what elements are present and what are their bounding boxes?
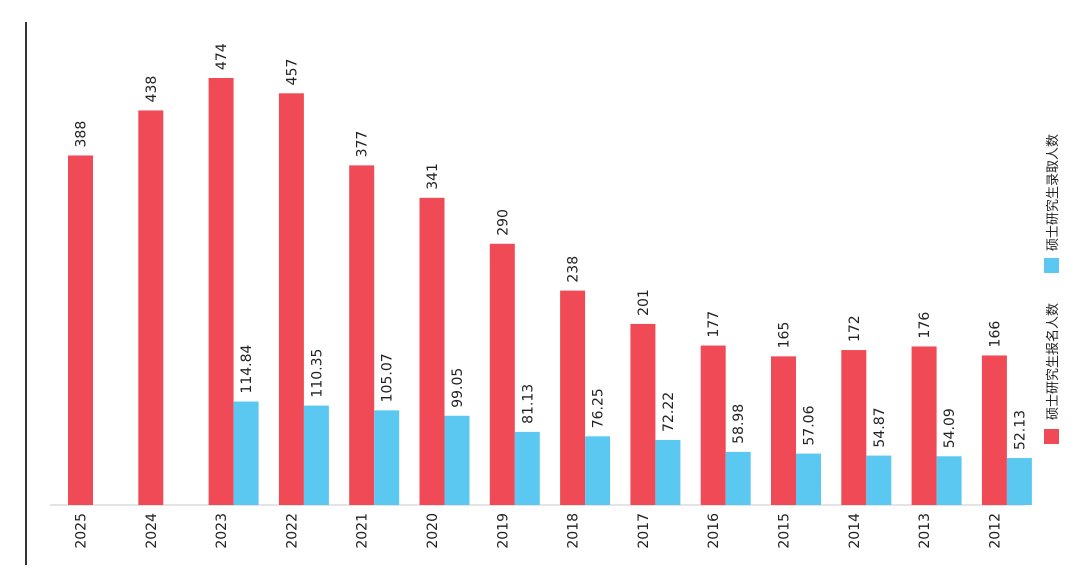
category-tick-2021: 2021 [355,513,371,549]
legend: 硕士研究生报名人数 硕士研究生录取人数 [1044,134,1061,444]
data-label-s0-2017: 201 [636,289,652,316]
data-label-s0-2018: 238 [566,256,582,283]
data-label-s0-2024: 438 [144,76,160,103]
data-label-s1-2014: 54.87 [872,407,888,447]
data-label-s0-2012: 166 [987,321,1003,348]
data-label-s1-2019: 81.13 [520,384,536,424]
category-tick-2012: 2012 [987,513,1003,549]
bar-s1-2018 [585,436,611,505]
legend-swatch-0 [1044,429,1059,444]
bar-s1-2015 [796,453,821,505]
data-label-s1-2016: 58.98 [731,404,747,444]
data-label-s0-2019: 290 [495,209,511,236]
category-tick-2015: 2015 [777,513,793,549]
bar-s0-2016 [700,345,726,505]
data-label-s0-2015: 165 [777,322,793,349]
category-tick-2013: 2013 [917,513,933,549]
data-label-s1-2022: 110.35 [309,349,325,398]
category-tick-2018: 2018 [566,513,582,549]
data-label-s0-2014: 172 [847,315,863,342]
bar-s1-2023 [233,401,259,505]
bar-s1-2020 [444,415,470,505]
data-label-s1-2012: 52.13 [1012,410,1028,450]
bar-s1-2021 [374,410,400,505]
bar-s1-2017 [655,439,681,505]
data-label-s0-2021: 377 [355,131,371,158]
data-label-s1-2018: 76.25 [591,388,607,428]
bar-s0-2015 [771,356,796,505]
data-label-s0-2020: 341 [425,163,441,190]
category-tick-2019: 2019 [495,513,511,549]
bar-s0-2018 [560,290,586,505]
bar-s1-2014 [866,455,892,505]
bar-s0-2014 [841,350,867,505]
legend-label-0: 硕士研究生报名人数 [1045,303,1061,420]
bar-s1-2016 [725,451,751,505]
bar-s1-2013 [936,456,962,505]
category-tick-2024: 2024 [144,513,160,549]
bar-s0-2012 [981,355,1007,505]
data-label-s0-2013: 176 [917,312,933,339]
data-label-s0-2025: 388 [74,121,90,148]
bar-s0-2021 [349,165,375,506]
data-label-s1-2021: 105.07 [380,353,396,402]
data-label-s1-2017: 72.22 [661,392,677,432]
bar-s0-2023 [208,78,234,505]
chart-marks: 388 2025 438 2024 474 114.84 2023 457 110.35 2022… [68,43,1032,549]
bar-s0-2019 [489,243,515,505]
category-tick-2017: 2017 [636,513,652,549]
data-label-s0-2016: 177 [706,311,722,338]
bar-s1-2019 [514,431,540,505]
legend-label-1: 硕士研究生录取人数 [1046,134,1061,251]
legend-swatch-1 [1044,258,1059,273]
category-tick-2025: 2025 [74,513,90,549]
category-tick-2023: 2023 [214,513,230,549]
bar-s1-2012 [1006,458,1032,505]
bar-s0-2025 [68,155,93,505]
data-label-s1-2023: 114.84 [239,344,255,393]
bar-s0-2024 [138,110,164,505]
category-tick-2020: 2020 [425,513,441,549]
data-label-s1-2013: 54.09 [942,408,958,448]
data-label-s0-2022: 457 [284,59,300,86]
data-label-s1-2020: 99.05 [450,368,466,408]
category-tick-2014: 2014 [847,513,863,549]
bar-s0-2013 [911,346,937,505]
bar-s0-2022 [278,93,304,506]
data-label-s1-2015: 57.06 [802,405,818,445]
bar-s1-2022 [303,405,329,505]
category-tick-2022: 2022 [284,513,300,549]
bar-s0-2017 [630,323,656,505]
category-tick-2016: 2016 [706,513,722,549]
bar-s0-2020 [419,197,445,505]
data-label-s0-2023: 474 [214,43,230,70]
